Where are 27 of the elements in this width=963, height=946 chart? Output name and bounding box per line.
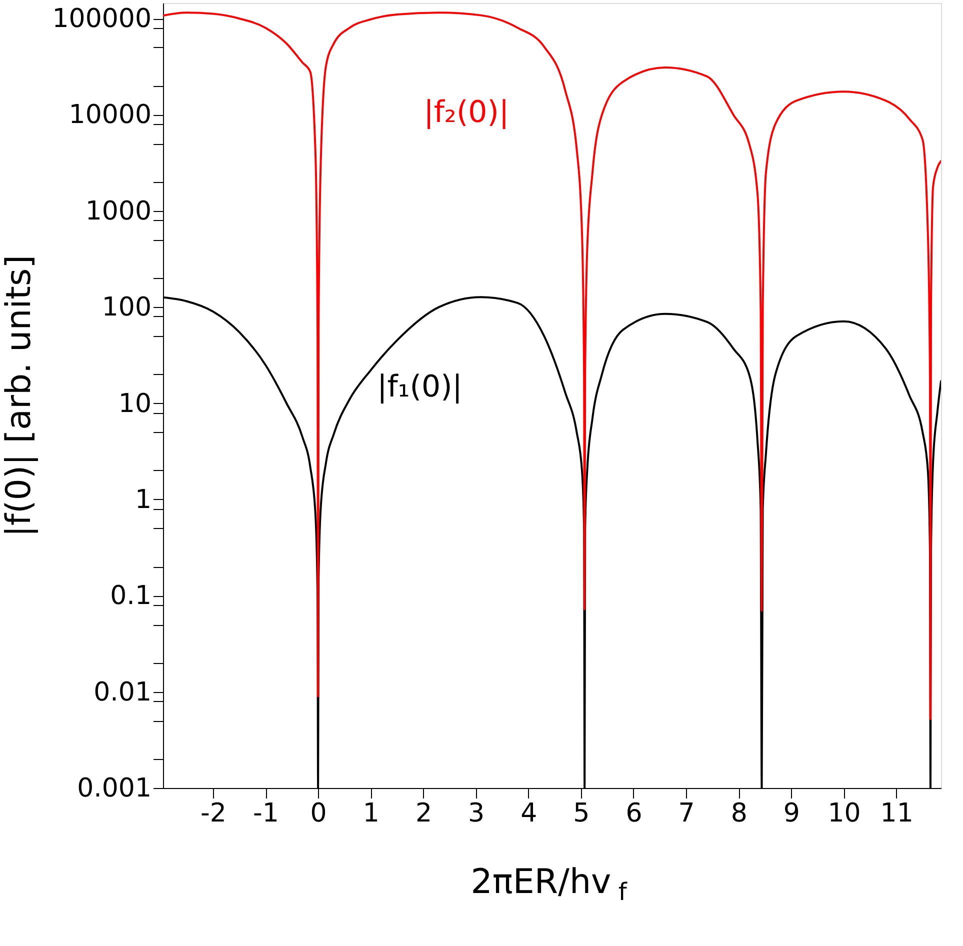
x-tick-label: 3 <box>468 798 485 828</box>
x-tick-label: 10 <box>828 798 861 828</box>
x-tick-label: 0 <box>310 798 327 828</box>
series-label: |f₂(0)| <box>424 94 510 130</box>
x-tick-label: 4 <box>520 798 538 828</box>
x-tick-label: -1 <box>253 798 279 828</box>
x-tick-label: 8 <box>730 798 748 828</box>
y-tick-label: 10000 <box>68 100 152 130</box>
y-tick-label: 0.001 <box>77 774 152 804</box>
y-tick-label: 100000 <box>52 4 152 34</box>
y-tick-label: 1 <box>134 484 152 515</box>
x-tick-label: 7 <box>678 798 695 828</box>
series-label: |f₁(0)| <box>377 370 462 405</box>
x-tick-label: 9 <box>783 798 800 828</box>
x-tick-label: 5 <box>573 798 590 828</box>
x-tick-label: -2 <box>200 798 226 828</box>
x-tick-label: 2 <box>415 798 432 828</box>
y-tick-label: 0.1 <box>110 581 152 612</box>
x-tick-label: 1 <box>362 798 380 828</box>
y-tick-label: 0.01 <box>94 677 152 708</box>
x-tick-label: 6 <box>626 798 642 828</box>
y-tick-label: 10 <box>118 388 152 419</box>
line-series <box>163 12 941 720</box>
x-tick-label: 11 <box>880 798 914 828</box>
y-tick-label: 1000 <box>85 196 152 226</box>
y-axis-title: |f(0)| [arb. units] <box>0 255 40 537</box>
y-tick-label: 100 <box>102 292 152 323</box>
